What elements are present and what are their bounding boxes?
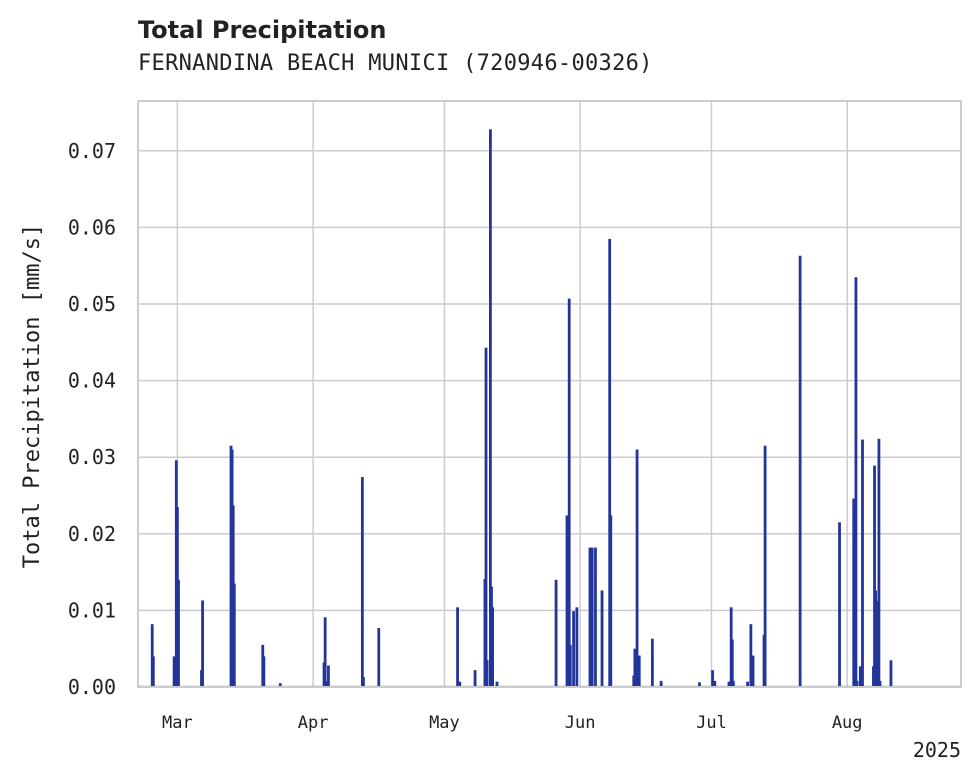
x-tick-label: Aug <box>832 713 863 733</box>
precip-bar <box>590 547 594 687</box>
precip-bar <box>877 438 881 687</box>
precip-bar <box>861 439 864 687</box>
precip-bar <box>746 681 749 687</box>
precip-bar <box>838 522 841 687</box>
precip-bar <box>456 607 459 687</box>
precip-bar <box>698 682 701 687</box>
y-axis-label: Total Precipitation [mm/s] <box>20 224 45 568</box>
precip-bar <box>495 681 499 687</box>
precip-bar <box>201 600 204 687</box>
precip-bar <box>232 583 236 687</box>
precip-bar <box>749 624 753 687</box>
precip-bar <box>489 129 492 688</box>
year-label: 2025 <box>913 738 961 762</box>
precip-bar <box>727 681 731 687</box>
precip-bar <box>567 298 571 687</box>
precip-bar <box>889 660 893 687</box>
precip-bar <box>854 277 858 687</box>
precip-bar <box>458 681 462 687</box>
y-tick-label: 0.06 <box>68 215 116 239</box>
y-tick-label: 0.02 <box>68 522 116 546</box>
y-axis-ticks: 0.00 0.01 0.02 0.03 0.04 0.05 0.06 0.07 <box>68 139 116 699</box>
precip-bar <box>262 656 266 687</box>
precip-bar <box>151 656 155 687</box>
precip-bar <box>473 670 477 687</box>
precip-bar <box>491 607 494 687</box>
precip-bar <box>633 648 637 687</box>
y-tick-label: 0.03 <box>68 445 116 469</box>
precip-bar <box>575 607 579 687</box>
precip-bar <box>554 579 558 687</box>
precip-bar <box>855 680 859 687</box>
x-tick-label: Jun <box>565 713 596 733</box>
plot-frame <box>137 100 962 688</box>
x-tick-label: May <box>429 713 460 733</box>
precip-bar <box>635 449 639 687</box>
precip-bar <box>858 666 862 687</box>
precip-bar <box>324 681 328 687</box>
precip-bar <box>650 638 654 687</box>
precip-bar <box>177 579 180 687</box>
x-tick-label: Jul <box>696 713 727 733</box>
precip-bar <box>360 477 364 687</box>
precip-bar <box>278 683 282 687</box>
precip-bar <box>730 639 734 687</box>
y-tick-label: 0.04 <box>68 369 116 393</box>
bar-series <box>138 129 961 688</box>
precip-bar <box>594 547 597 687</box>
precip-bar <box>763 445 767 687</box>
precip-bar <box>172 656 176 687</box>
precip-bar <box>608 238 612 687</box>
x-tick-label: Mar <box>162 713 193 733</box>
chart-title: Total Precipitation <box>138 16 387 44</box>
precip-bar <box>731 680 735 687</box>
precip-bar <box>873 465 876 687</box>
precip-bar <box>362 677 365 687</box>
precip-bar <box>659 680 663 687</box>
y-tick-label: 0.07 <box>68 139 116 163</box>
precip-bar <box>751 655 755 687</box>
precip-bar <box>323 617 327 687</box>
y-tick-label: 0.05 <box>68 292 116 316</box>
precip-bar <box>484 347 488 687</box>
precip-bar <box>377 628 381 687</box>
precip-bar <box>327 665 330 687</box>
x-axis-ticks: Mar Apr May Jun Jul Aug <box>162 713 863 733</box>
precip-bar <box>568 644 572 687</box>
precip-bar <box>711 670 714 687</box>
precip-bar <box>485 660 489 687</box>
precip-bar <box>798 255 802 688</box>
precip-bar <box>637 655 641 687</box>
precip-bar <box>713 680 717 687</box>
precip-bar <box>878 680 882 687</box>
precip-bar <box>609 515 613 687</box>
x-tick-label: Apr <box>298 713 329 733</box>
y-tick-label: 0.00 <box>68 675 116 699</box>
precip-bar <box>150 624 154 687</box>
precip-bar <box>565 515 569 687</box>
grid-lines <box>138 101 961 687</box>
precip-bar <box>600 590 604 687</box>
precip-bar <box>572 611 575 687</box>
y-tick-label: 0.01 <box>68 598 116 622</box>
chart-subtitle: FERNANDINA BEACH MUNICI (720946-00326) <box>138 51 653 76</box>
